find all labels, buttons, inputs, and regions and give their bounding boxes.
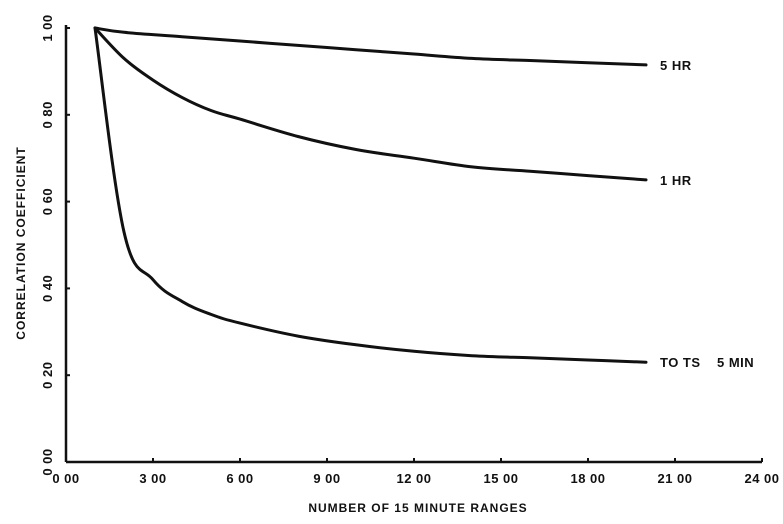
series-label: 5 HR: [660, 58, 692, 73]
x-tick-label: 3 00: [139, 471, 166, 486]
x-tick-label: 12 00: [396, 471, 431, 486]
x-tick-label: 18 00: [570, 471, 605, 486]
y-tick-label: 0 20: [40, 362, 55, 389]
x-tick-label: 21 00: [657, 471, 692, 486]
y-tick-label: 1 00: [40, 14, 55, 41]
y-ticks: 0 00 0 20 0 40 0 60 0 80 1 00: [40, 14, 70, 476]
series-label: TO TS 5 MIN: [660, 355, 754, 370]
x-tick-label: 15 00: [483, 471, 518, 486]
x-axis-title: NUMBER OF 15 MINUTE RANGES: [308, 501, 527, 515]
series-line: [93, 26, 648, 67]
x-tick-label: 9 00: [313, 471, 340, 486]
x-ticks: 0 00 3 00 6 00 9 00 12 00 15 00 18 00 21 00 24 0…: [52, 458, 779, 486]
series-labels: 5 HR 1 HR TO TS 5 MIN: [660, 58, 754, 370]
y-tick-label: 0 40: [40, 275, 55, 302]
series-line: [93, 26, 648, 364]
series-line: [93, 26, 648, 182]
y-tick-label: 0 80: [40, 101, 55, 128]
y-tick-label: 0 00: [40, 448, 55, 475]
x-tick-label: 0 00: [52, 471, 79, 486]
series-layer: [93, 26, 648, 364]
series-label: 1 HR: [660, 173, 692, 188]
x-tick-label: 6 00: [226, 471, 253, 486]
y-tick-label: 0 60: [40, 188, 55, 215]
y-axis-title: CORRELATION COEFFICIENT: [14, 146, 28, 339]
x-tick-label: 24 00: [744, 471, 779, 486]
